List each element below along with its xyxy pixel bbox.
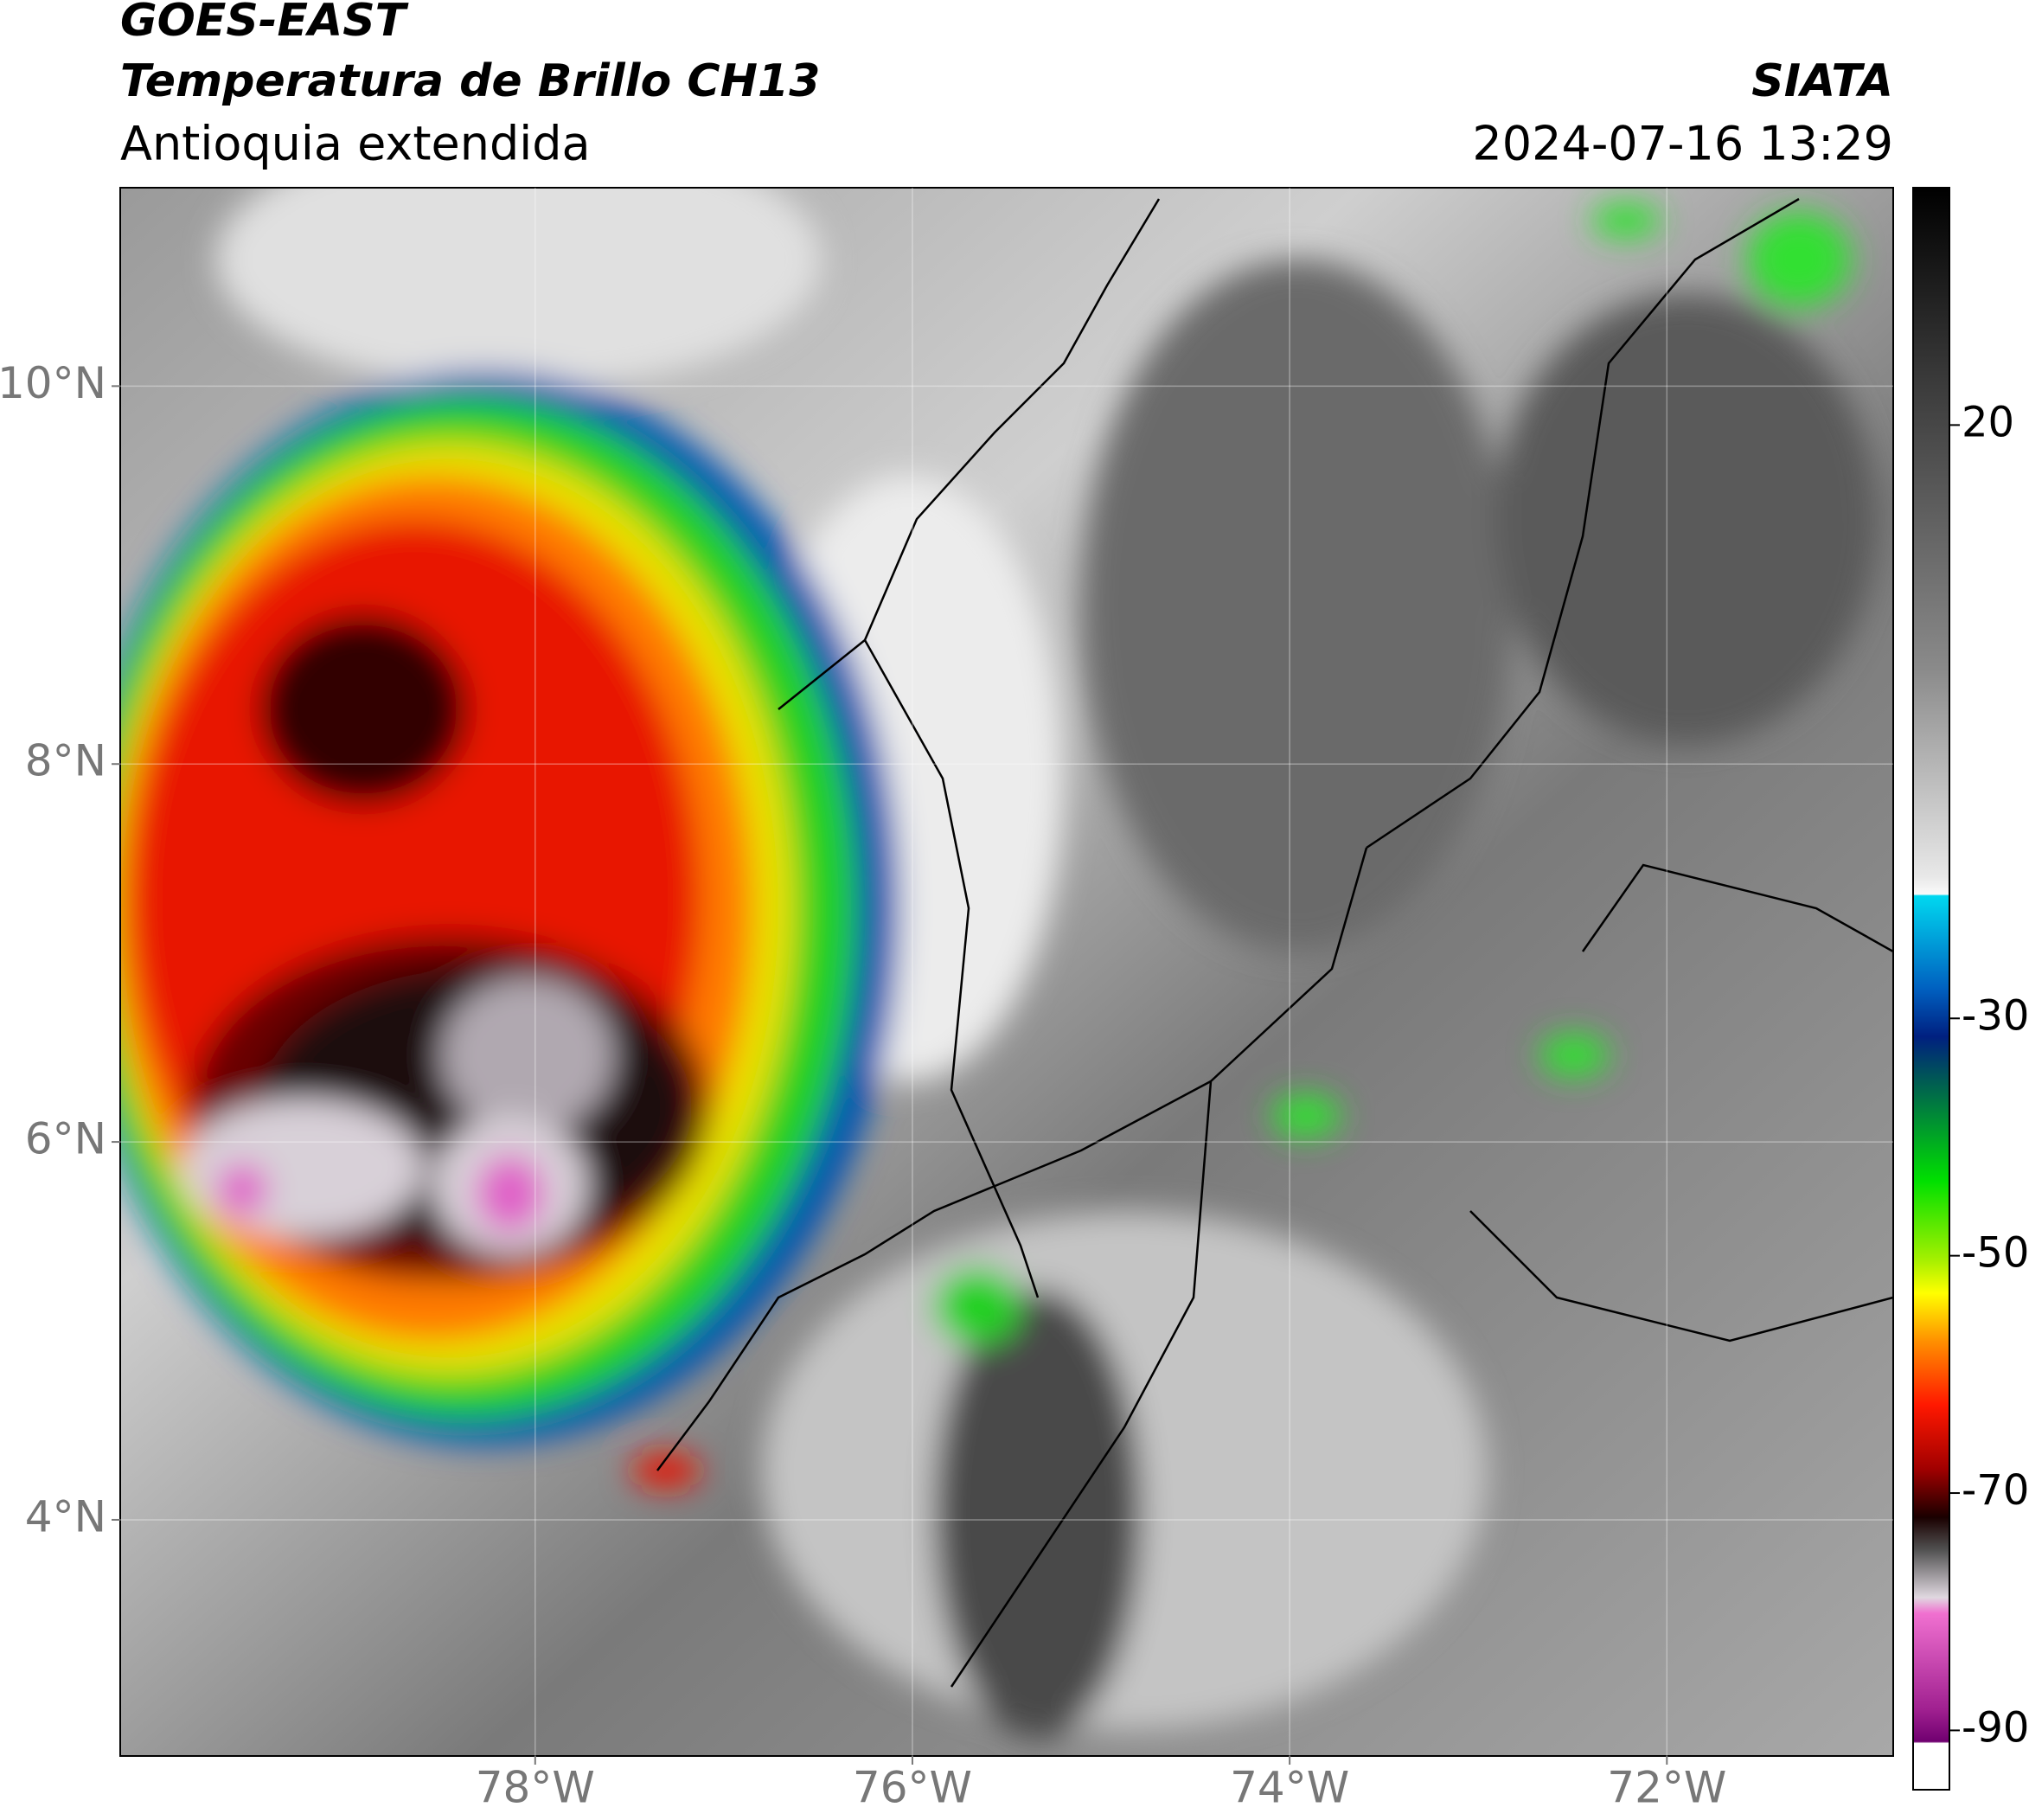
colorbar (1912, 187, 1950, 1791)
agency: SIATA (1751, 55, 1893, 107)
colorbar-tick-label: -90 (1962, 1703, 2029, 1752)
colorbar-tick-label: -50 (1962, 1229, 2029, 1278)
y-tick-label: 6°N (25, 1114, 106, 1164)
x-tick-label: 78°W (476, 1763, 595, 1813)
y-tick-label: 10°N (0, 358, 106, 408)
x-tick-label: 76°W (853, 1763, 972, 1813)
y-tick-label: 8°N (25, 736, 106, 786)
timestamp: 2024-07-16 13:29 (1472, 117, 1893, 171)
colorbar-tick-label: -30 (1962, 991, 2029, 1040)
colorbar-tick-label: -70 (1962, 1466, 2029, 1515)
region: Antioquia extendida (120, 117, 591, 171)
map-frame (119, 187, 1894, 1757)
x-tick-label: 72°W (1607, 1763, 1726, 1813)
y-tick-label: 4°N (25, 1491, 106, 1541)
subtitle: Temperatura de Brillo CH13 (120, 55, 820, 107)
colorbar-tick-label: 20 (1962, 398, 2014, 446)
satellite-image (120, 188, 1893, 1756)
title: GOES-EAST (120, 0, 409, 47)
x-tick-label: 74°W (1230, 1763, 1349, 1813)
